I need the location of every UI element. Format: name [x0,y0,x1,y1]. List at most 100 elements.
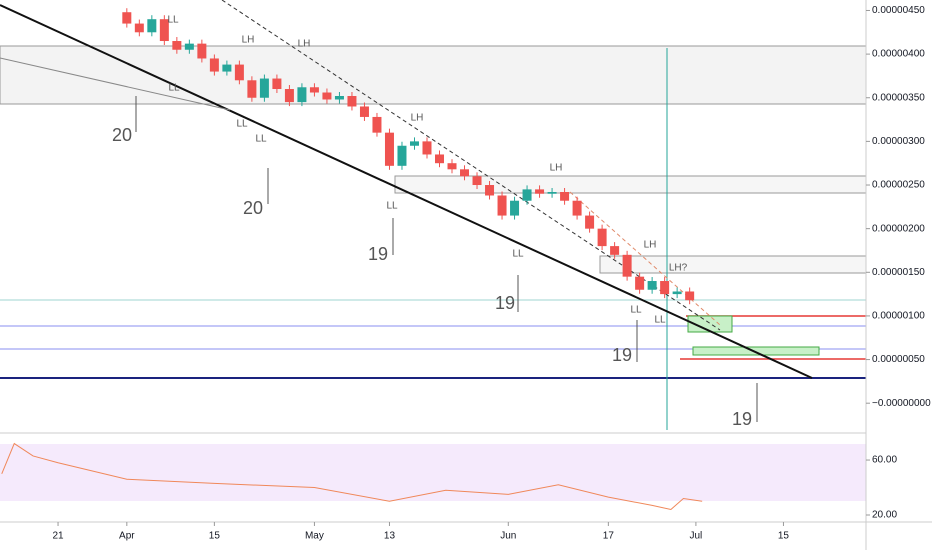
candle [322,92,332,100]
count-markers [135,96,758,422]
candle [247,80,257,98]
annotation: LL [167,15,179,26]
candle [197,43,207,59]
candle [560,192,570,201]
rsi-band [0,444,866,501]
annotation: LL [168,83,180,94]
candle [635,276,645,290]
y-tick-label: 0.00000050 [872,354,925,365]
candle [435,154,445,164]
annotation: 19 [732,409,752,429]
candle [372,116,382,133]
annotation: LL [255,134,267,145]
candle [159,19,169,42]
annotation: 19 [612,345,632,365]
annotation: LH [298,39,311,50]
y-tick-label: 20.00 [872,510,897,521]
trendline [0,57,231,111]
candle [422,141,432,155]
x-tick-label: Apr [119,531,135,542]
candle [172,41,182,50]
annotation: LL [654,315,666,326]
candle [497,195,507,216]
candle [472,176,482,186]
annotation: LL [386,201,398,212]
annotation: 20 [112,125,132,145]
zone [599,255,867,274]
candle [397,145,407,166]
x-tick-label: May [305,531,324,542]
candle [284,89,294,103]
candle [184,43,194,50]
y-tick-label: 0.00000100 [872,311,925,322]
x-tick-label: 15 [209,531,221,542]
y-tick-label: 0.00000350 [872,92,925,103]
candle [359,106,369,117]
candle [510,200,520,216]
annotation: LH [242,35,255,46]
x-tick-label: 15 [778,531,790,542]
candle [209,58,219,72]
x-tick-label: 13 [384,531,396,542]
candle [447,163,457,170]
candle [622,254,632,277]
x-tick-label: 17 [603,531,615,542]
y-tick-label: 0.00000450 [872,5,925,16]
candle [672,291,682,295]
candle [660,281,670,295]
x-tick-label: 21 [52,531,64,542]
annotation: LH [550,163,563,174]
candle [522,189,532,201]
target-box [692,346,820,356]
candle [297,87,307,103]
trendline [0,4,813,379]
candle [610,246,620,255]
candle [460,169,470,177]
candle [334,96,344,100]
y-tick-label: −0.00000000 [872,398,931,409]
candle [547,192,557,194]
y-tick-label: 0.00000300 [872,136,925,147]
annotation: 19 [368,244,388,264]
rsi-line [1,442,703,511]
candle [122,12,132,24]
annotation: 20 [243,198,263,218]
annotation: LH? [669,263,688,274]
y-tick-label: 0.00000250 [872,180,925,191]
trendline [221,0,721,331]
y-tick-label: 0.00000150 [872,267,925,278]
candle [585,215,595,229]
candle [347,96,357,107]
candle [272,78,282,90]
annotation: 19 [495,293,515,313]
annotation: LL [512,249,524,260]
candle [685,291,695,301]
candle [147,19,157,33]
annotation: LH [644,240,657,251]
candle [535,189,545,194]
candle [309,87,319,93]
y-tick-label: 0.00000200 [872,223,925,234]
marks [122,8,695,305]
resistance-zone [0,45,867,105]
annotation: LH [411,113,424,124]
candle [384,132,394,166]
candle [259,78,269,98]
candle [597,228,607,247]
candle [134,23,144,33]
candle [647,281,657,290]
candle [485,185,495,196]
candle [572,200,582,216]
x-tick-label: Jul [690,531,703,542]
zone [394,175,867,194]
candle [234,64,244,81]
candle [222,64,232,72]
y-tick-label: 0.00000400 [872,49,925,60]
trendline [569,191,721,326]
x-tick-label: Jun [500,531,516,542]
y-tick-label: 60.00 [872,455,897,466]
annotation: LL [630,305,642,316]
candle [409,141,419,146]
annotation: LL [236,119,248,130]
